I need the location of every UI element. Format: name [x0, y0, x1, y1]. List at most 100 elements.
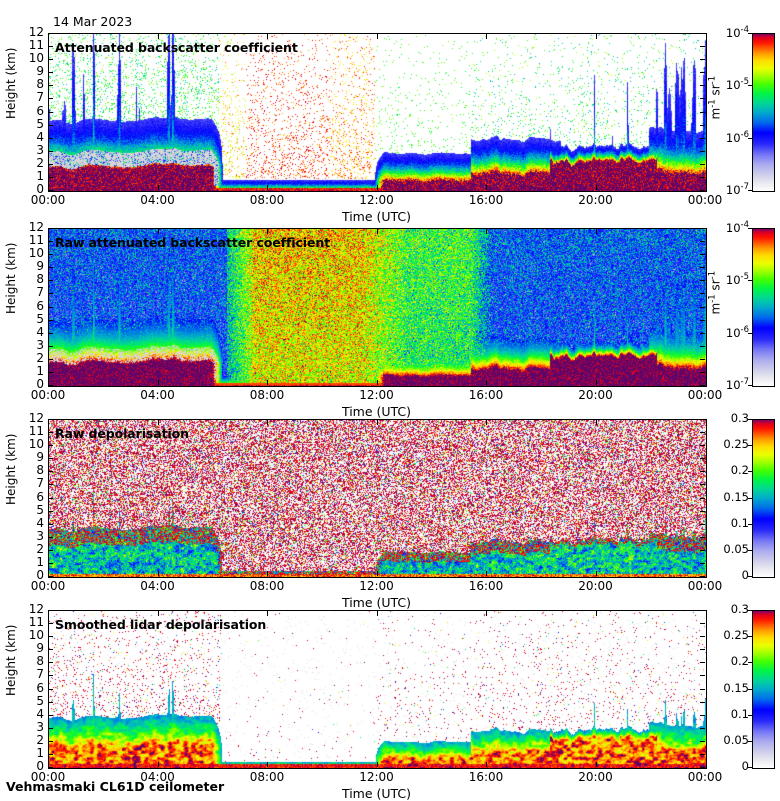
y-tick-label-0-5: 5	[36, 116, 44, 131]
y-tick-mark-2-4	[48, 524, 53, 525]
x-tick-mark-bot-1-4	[486, 380, 487, 385]
x-tick-label-3-4: 16:00	[468, 770, 504, 784]
x-tick-mark-bot-1-3	[377, 380, 378, 385]
y-tick-mark-0-5	[48, 125, 53, 126]
colorbar-tick-mark-2-3	[748, 498, 753, 499]
y-tick-mark-right-2-1	[700, 563, 705, 564]
y-tick-label-3-1: 1	[36, 745, 44, 760]
x-tick-label-3-3: 12:00	[359, 770, 394, 784]
plot-area-raw-depolarisation[interactable]	[48, 419, 707, 578]
y-tick-mark-3-8	[48, 662, 53, 663]
x-tick-mark-bot-2-1	[158, 571, 159, 576]
colorbar-tick-mark-0-0	[748, 190, 753, 191]
x-tick-mark-top-3-4	[486, 611, 487, 616]
panel-title-attenuated-backscatter: Attenuated backscatter coefficient	[55, 40, 298, 55]
x-tick-mark-top-0-1	[158, 34, 159, 39]
y-tick-mark-right-0-6	[700, 112, 705, 113]
y-tick-mark-right-3-3	[700, 728, 705, 729]
panel-title-raw-depolarisation: Raw depolarisation	[55, 426, 189, 441]
x-tick-mark-top-3-2	[267, 611, 268, 616]
x-tick-mark-top-0-3	[377, 34, 378, 39]
y-tick-mark-right-0-11	[700, 46, 705, 47]
y-tick-label-2-8: 8	[36, 463, 44, 478]
colorbar-tick-mark-3-4	[748, 662, 753, 663]
colorbar-tick-mark-1-1	[748, 333, 753, 334]
y-tick-label-2-12: 12	[28, 411, 44, 425]
y-tick-mark-right-2-4	[700, 524, 705, 525]
x-tick-mark-top-2-2	[267, 420, 268, 425]
x-tick-mark-top-1-3	[377, 229, 378, 234]
y-tick-mark-0-8	[48, 85, 53, 86]
colorbar-tick-label-0-3: 10-4	[725, 25, 749, 40]
y-tick-label-0-11: 11	[28, 38, 44, 53]
plot-area-attenuated-backscatter[interactable]	[48, 33, 707, 192]
y-tick-mark-right-2-10	[700, 445, 705, 446]
x-tick-label-1-3: 12:00	[359, 388, 394, 402]
y-tick-mark-right-3-2	[700, 741, 705, 742]
y-tick-mark-1-12	[48, 228, 53, 229]
y-tick-mark-1-3	[48, 346, 53, 347]
colorbar-tick-mark-0-2	[748, 85, 753, 86]
y-tick-mark-right-0-4	[700, 138, 705, 139]
y-tick-mark-3-3	[48, 728, 53, 729]
colorbar-tick-mark-2-0	[748, 576, 753, 577]
y-tick-label-0-3: 3	[36, 142, 44, 157]
colorbar-tick-mark-0-1	[748, 138, 753, 139]
x-tick-mark-bot-3-3	[377, 762, 378, 767]
colorbar-tick-label-0-2: 10-5	[725, 77, 749, 93]
y-tick-mark-3-2	[48, 741, 53, 742]
y-tick-mark-right-3-11	[700, 623, 705, 624]
y-tick-mark-right-0-7	[700, 98, 705, 99]
y-tick-label-3-10: 10	[28, 628, 44, 643]
x-tick-label-1-5: 20:00	[578, 388, 613, 402]
x-tick-mark-bot-0-4	[486, 185, 487, 190]
y-tick-mark-2-9	[48, 458, 53, 459]
y-tick-label-1-9: 9	[36, 259, 44, 274]
x-axis-label-2: Time (UTC)	[341, 595, 412, 610]
y-tick-mark-right-0-3	[700, 151, 705, 152]
y-tick-mark-3-6	[48, 689, 53, 690]
x-tick-mark-bot-0-1	[158, 185, 159, 190]
x-tick-mark-top-3-3	[377, 611, 378, 616]
y-tick-label-3-2: 2	[36, 732, 44, 747]
y-tick-label-0-1: 1	[36, 168, 44, 183]
x-tick-label-1-0: 00:00	[30, 388, 66, 402]
y-tick-mark-1-4	[48, 333, 53, 334]
y-tick-mark-right-1-0	[700, 385, 705, 386]
colorbar-tick-label-2-2: 0.1	[730, 515, 749, 530]
x-tick-mark-bot-2-4	[486, 571, 487, 576]
y-tick-mark-right-2-0	[700, 576, 705, 577]
y-tick-mark-2-12	[48, 419, 53, 420]
x-tick-label-2-0: 00:00	[30, 579, 66, 593]
y-tick-mark-right-1-5	[700, 320, 705, 321]
y-tick-mark-0-10	[48, 59, 53, 60]
y-tick-mark-right-3-5	[700, 702, 705, 703]
y-tick-mark-2-7	[48, 484, 53, 485]
y-tick-label-3-9: 9	[36, 641, 44, 656]
y-tick-mark-3-7	[48, 675, 53, 676]
y-tick-label-3-6: 6	[36, 680, 44, 695]
y-tick-mark-2-8	[48, 471, 53, 472]
colorbar-tick-mark-2-1	[748, 550, 753, 551]
colorbar-tick-mark-1-2	[748, 280, 753, 281]
y-tick-label-2-7: 7	[36, 476, 44, 491]
plot-area-smoothed-depolarisation[interactable]	[48, 610, 707, 769]
y-tick-label-3-0: 0	[36, 759, 44, 773]
y-tick-mark-2-0	[48, 576, 53, 577]
colorbar-tick-mark-3-3	[748, 689, 753, 690]
y-tick-mark-0-7	[48, 98, 53, 99]
colorbar-tick-label-1-2: 10-5	[725, 272, 749, 288]
x-tick-label-3-6: 00:00	[687, 770, 723, 784]
date-label: 14 Mar 2023	[53, 14, 133, 29]
x-tick-label-0-5: 20:00	[578, 193, 613, 207]
colorbar-units-label-0: m-1 sr-1	[707, 75, 723, 119]
y-tick-mark-1-1	[48, 372, 53, 373]
x-axis-label-0: Time (UTC)	[341, 209, 412, 224]
y-tick-label-0-2: 2	[36, 155, 44, 170]
x-tick-label-0-2: 08:00	[249, 193, 285, 207]
y-tick-mark-1-5	[48, 320, 53, 321]
y-tick-label-1-5: 5	[36, 311, 44, 326]
plot-area-raw-attenuated-backscatter[interactable]	[48, 228, 707, 387]
colorbar-tick-mark-3-0	[748, 767, 753, 768]
x-tick-mark-bot-2-5	[596, 571, 597, 576]
